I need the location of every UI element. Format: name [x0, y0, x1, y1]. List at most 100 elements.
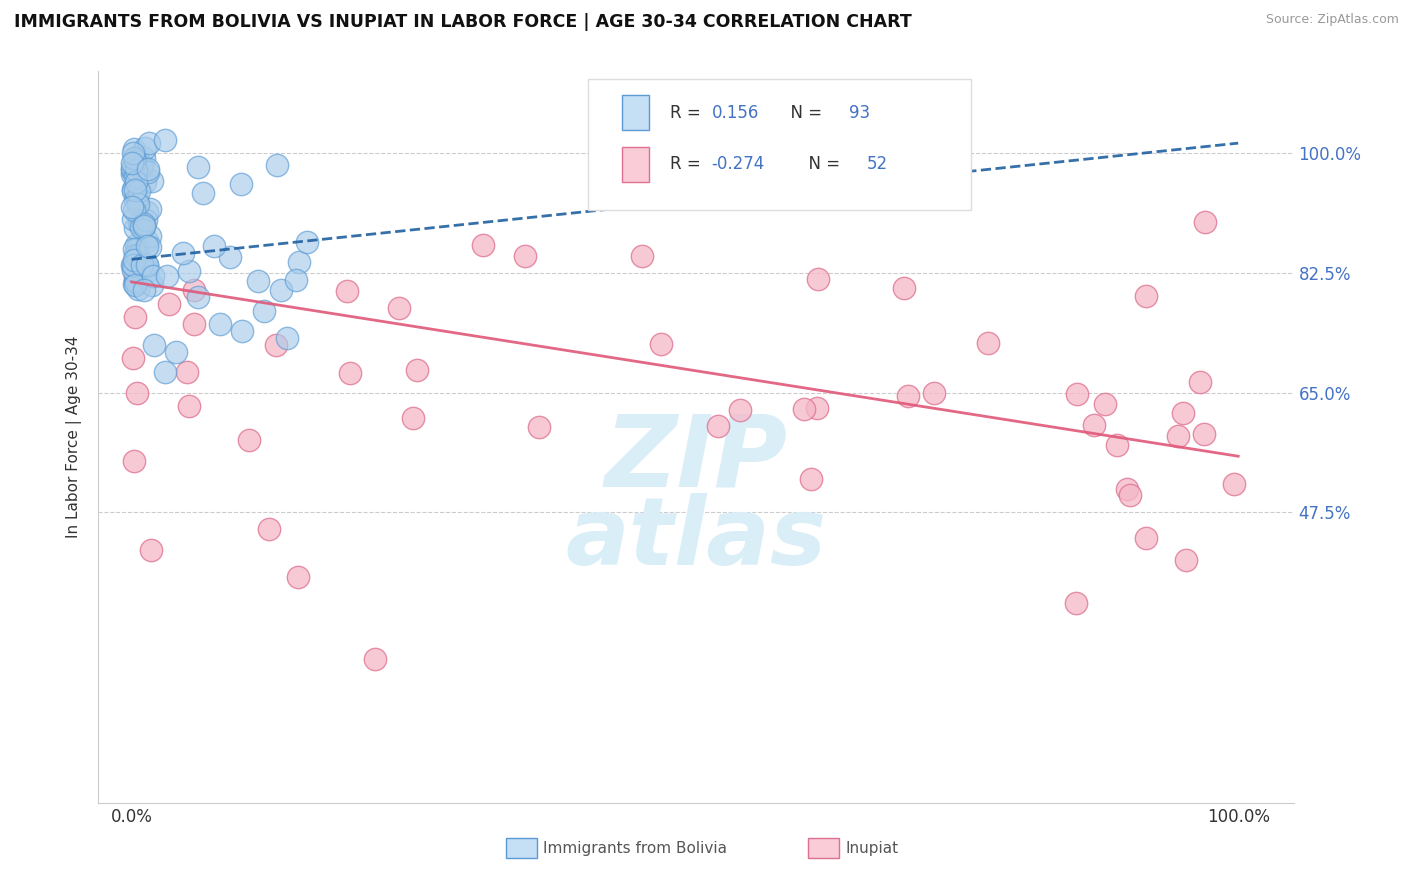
Point	[132, 219, 155, 233]
Point	[165, 344, 187, 359]
Point	[135, 235, 157, 249]
Point	[124, 253, 146, 268]
Text: ZIP: ZIP	[605, 410, 787, 508]
Point	[122, 263, 145, 277]
Point	[513, 249, 536, 263]
Point	[288, 255, 311, 269]
Point	[1171, 406, 1194, 420]
Point	[156, 268, 179, 283]
Text: Immigrants from Bolivia: Immigrants from Bolivia	[543, 841, 727, 855]
Point	[135, 213, 157, 227]
Text: atlas: atlas	[565, 493, 827, 585]
Point	[266, 158, 288, 172]
Point	[153, 133, 176, 147]
Point	[124, 154, 146, 169]
Point	[807, 272, 830, 286]
Point	[183, 283, 205, 297]
Point	[157, 297, 180, 311]
Point	[134, 175, 156, 189]
FancyBboxPatch shape	[621, 147, 648, 182]
Point	[125, 249, 148, 263]
Point	[922, 385, 945, 400]
Point	[122, 454, 145, 468]
Point	[136, 264, 159, 278]
Y-axis label: In Labor Force | Age 30-34: In Labor Force | Age 30-34	[66, 335, 83, 539]
Point	[650, 337, 672, 351]
Point	[125, 238, 148, 252]
Point	[1223, 477, 1246, 491]
Point	[139, 202, 162, 216]
Point	[131, 258, 153, 272]
Point	[125, 166, 148, 180]
Point	[238, 434, 260, 448]
Point	[121, 258, 143, 272]
Point	[129, 219, 152, 234]
Point	[121, 161, 143, 175]
Point	[529, 420, 551, 434]
Point	[297, 235, 319, 249]
Text: 52: 52	[868, 155, 889, 173]
Point	[187, 160, 209, 174]
Text: R =: R =	[669, 103, 706, 122]
Point	[1135, 289, 1157, 303]
Point	[187, 290, 209, 304]
Point	[122, 202, 145, 217]
Point	[388, 301, 411, 316]
Point	[121, 201, 143, 215]
Point	[183, 318, 205, 332]
Point	[127, 196, 149, 211]
Point	[1116, 482, 1139, 496]
Point	[122, 151, 145, 165]
Point	[124, 310, 146, 325]
Point	[1135, 531, 1157, 545]
Point	[1174, 552, 1197, 566]
Point	[122, 142, 145, 156]
Point	[122, 242, 145, 256]
Point	[142, 268, 165, 283]
Point	[124, 169, 146, 183]
Point	[793, 402, 815, 417]
Point	[127, 150, 149, 164]
Point	[134, 283, 156, 297]
Point	[285, 273, 308, 287]
Point	[138, 161, 160, 176]
Point	[136, 204, 159, 219]
Point	[121, 146, 143, 161]
Point	[1189, 376, 1212, 390]
Point	[364, 652, 387, 666]
Point	[124, 183, 146, 197]
Point	[138, 229, 160, 244]
Text: N =: N =	[779, 103, 827, 122]
Point	[172, 246, 194, 260]
Text: N =: N =	[797, 155, 845, 173]
Point	[897, 389, 920, 403]
Point	[276, 331, 298, 345]
Point	[129, 160, 152, 174]
Point	[218, 250, 240, 264]
Point	[127, 192, 149, 206]
Point	[1105, 437, 1128, 451]
Text: 0.156: 0.156	[711, 103, 759, 122]
Point	[264, 338, 287, 352]
Point	[270, 283, 292, 297]
Point	[893, 280, 915, 294]
Point	[122, 163, 145, 178]
Point	[977, 336, 1000, 351]
Point	[472, 237, 495, 252]
Point	[336, 284, 359, 298]
Point	[1192, 426, 1215, 441]
Point	[131, 159, 153, 173]
Point	[141, 173, 163, 187]
Point	[800, 472, 823, 486]
Text: Source: ZipAtlas.com: Source: ZipAtlas.com	[1265, 13, 1399, 27]
Point	[247, 274, 270, 288]
Point	[191, 186, 214, 200]
Text: -0.274: -0.274	[711, 155, 765, 173]
Point	[124, 193, 146, 207]
Point	[134, 217, 156, 231]
Point	[134, 219, 156, 233]
Point	[209, 318, 232, 332]
Point	[287, 570, 309, 584]
FancyBboxPatch shape	[621, 95, 648, 130]
Point	[706, 419, 728, 434]
